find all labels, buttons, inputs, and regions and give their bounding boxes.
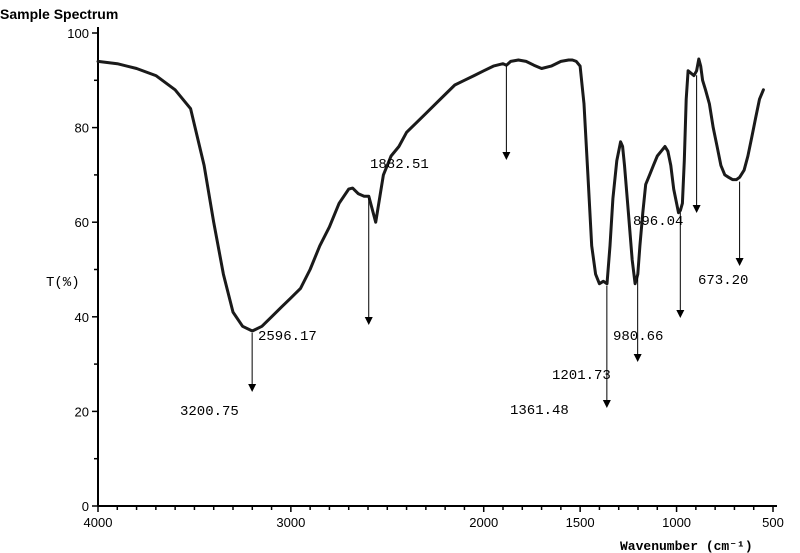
x-tick-label: 1000 [662, 515, 691, 530]
peak-arrowhead [735, 258, 744, 266]
peak-label: 3200.75 [180, 404, 239, 420]
peak-label: 1361.48 [510, 403, 569, 419]
peak-arrowhead [364, 317, 373, 325]
peak-annotations: 3200.75 2596.17 1882.51 1361.48 1201.73 980.6… [180, 65, 748, 420]
peak-arrowhead [602, 400, 611, 408]
peak-arrowhead [676, 310, 685, 318]
spectrum-line [96, 57, 765, 333]
y-tick-label: 20 [75, 404, 89, 419]
x-tick-label: 500 [762, 515, 784, 530]
peak-label: 980.66 [613, 329, 663, 345]
x-tick-label: 1500 [566, 515, 595, 530]
x-tick-label: 2000 [469, 515, 498, 530]
y-tick-label: 0 [82, 499, 89, 514]
peak-label: 896.04 [633, 214, 683, 230]
x-tick-label: 4000 [84, 515, 113, 530]
peak-label: 1201.73 [552, 368, 611, 384]
x-tick-label: 3000 [276, 515, 305, 530]
peak-arrowhead [633, 354, 642, 362]
peak-arrowhead [248, 384, 257, 392]
y-tick-label: 80 [75, 121, 89, 136]
axes [92, 27, 777, 512]
tick-labels: 0 20 40 60 80 100 4000 3000 2000 1500 1000 500 [67, 26, 784, 530]
x-axis-label: Wavenumber (cm⁻¹) [620, 539, 753, 553]
peak-arrowhead [692, 205, 701, 213]
peak-label: 1882.51 [370, 157, 429, 173]
y-tick-label: 100 [67, 26, 89, 41]
y-axis-label: T(%) [46, 275, 80, 291]
y-tick-label: 60 [75, 215, 89, 230]
series-group [96, 57, 765, 333]
y-tick-label: 40 [75, 310, 89, 325]
chart-title: Sample Spectrum [0, 6, 118, 22]
peak-arrowhead [502, 152, 511, 160]
peak-label: 2596.17 [258, 329, 317, 345]
peak-label: 673.20 [698, 273, 748, 289]
